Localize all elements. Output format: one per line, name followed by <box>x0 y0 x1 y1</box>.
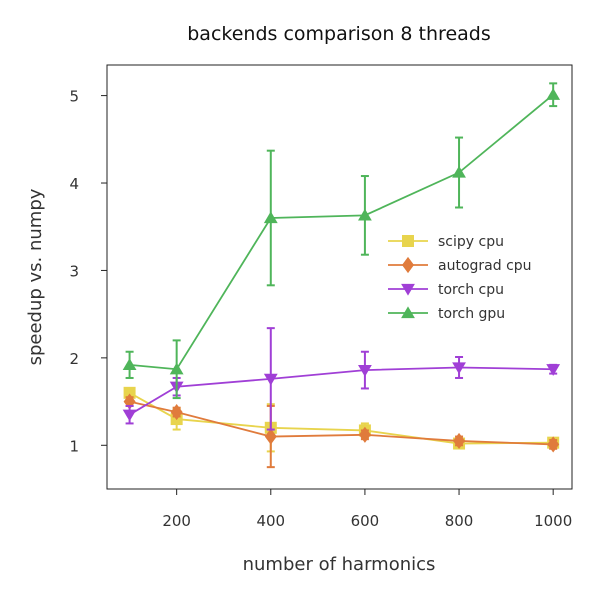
series-line <box>129 366 554 416</box>
series-line <box>129 392 554 445</box>
legend-label: autograd cpu <box>438 258 532 274</box>
data-point <box>358 426 371 443</box>
legend-label: scipy cpu <box>438 234 504 250</box>
x-axis: 200 400 600 800 1000 <box>162 489 572 530</box>
x-tick-label-800: 800 <box>445 512 474 530</box>
x-tick-label-1000: 1000 <box>534 512 572 530</box>
data-point <box>123 386 136 399</box>
x-tick-label-600: 600 <box>351 512 380 530</box>
data-point <box>546 88 561 100</box>
x-axis-label: number of harmonics <box>243 554 436 575</box>
data-point <box>170 403 183 421</box>
data-point <box>122 358 137 370</box>
x-tick-label-200: 200 <box>162 512 191 530</box>
data-point <box>263 373 278 386</box>
data-point <box>264 428 277 445</box>
data-point <box>452 362 466 375</box>
legend-marker <box>402 256 414 274</box>
data-point <box>169 362 184 375</box>
legend-label: torch gpu <box>438 306 505 322</box>
data-point <box>122 409 137 422</box>
y-tick-label-3: 3 <box>69 262 79 280</box>
series-torch-gpu <box>122 82 561 400</box>
series-line <box>129 400 554 446</box>
data-point <box>358 208 372 221</box>
x-tick-label-400: 400 <box>256 512 285 530</box>
data-point <box>263 211 278 224</box>
legend-marker <box>402 235 414 247</box>
data-point <box>547 436 560 453</box>
legend-marker <box>401 306 415 319</box>
legend-marker <box>401 283 415 296</box>
y-tick-label-1: 1 <box>69 437 79 455</box>
legend-label: torch cpu <box>438 282 504 298</box>
data-point <box>452 165 466 178</box>
series-group <box>122 82 561 469</box>
data-point <box>358 365 372 377</box>
y-axis-label: speedup vs. numpy <box>25 188 46 365</box>
chart-title: backends comparison 8 threads <box>187 23 491 45</box>
y-tick-label-5: 5 <box>69 88 79 106</box>
data-point <box>546 364 561 376</box>
data-point <box>453 432 466 450</box>
plot-area <box>106 64 573 490</box>
legend: scipy cpu autograd cpu torch cpu torch gpu <box>388 234 532 322</box>
series-line <box>129 94 554 371</box>
y-tick-label-4: 4 <box>69 175 79 193</box>
y-axis: 1 2 3 4 5 <box>69 88 107 455</box>
y-tick-label-2: 2 <box>69 350 79 368</box>
